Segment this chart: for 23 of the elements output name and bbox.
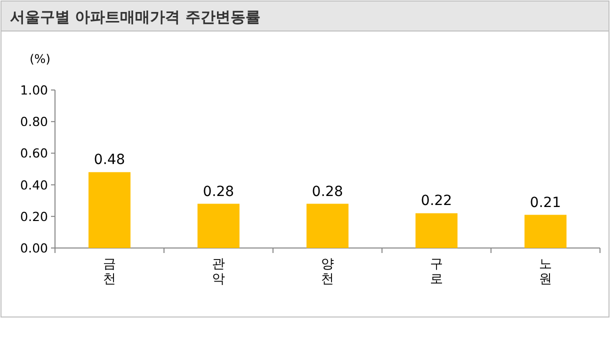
data-label: 0.28 [312, 184, 344, 200]
x-tick-label: 구로 [430, 257, 443, 287]
x-tick-label: 양천 [321, 257, 334, 287]
y-tick-label: 1.00 [20, 82, 48, 98]
bar [524, 214, 566, 248]
chart-title: 서울구별 아파트매매가격 주간변동률 [10, 8, 260, 26]
data-label: 0.21 [530, 194, 562, 211]
x-tick-label: 금천 [103, 257, 116, 287]
y-tick-label: 0.60 [20, 146, 48, 161]
bar [88, 172, 130, 248]
x-tick-label: 노원 [539, 257, 552, 287]
data-label: 0.48 [94, 152, 126, 168]
bar [306, 204, 348, 248]
y-tick-label: 0.20 [20, 208, 48, 224]
bar [416, 213, 458, 248]
y-axis-title: (%) [30, 52, 50, 66]
y-tick-label: 0.00 [20, 240, 48, 256]
data-label: 0.22 [420, 193, 452, 210]
y-tick-label: 0.80 [20, 114, 48, 130]
x-tick-label: 관악 [212, 257, 225, 287]
data-label: 0.28 [202, 184, 234, 200]
y-tick-label: 0.40 [20, 177, 48, 192]
bar [198, 204, 240, 248]
